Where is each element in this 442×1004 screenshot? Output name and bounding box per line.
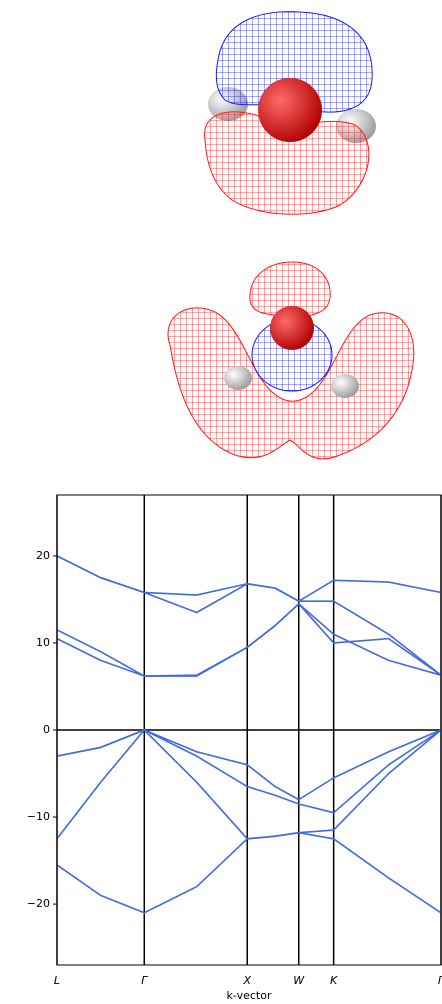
hydrogen-atom [224, 366, 252, 390]
oxygen-atom [258, 78, 322, 142]
y-tick-label: 0 [43, 723, 50, 736]
y-tick-label: 10 [36, 636, 50, 649]
plot-frame [56, 494, 442, 966]
orbital-lobe [215, 11, 373, 113]
band-line [56, 555, 442, 602]
x-tick-label: Γ [141, 974, 148, 987]
band-line [56, 729, 442, 801]
x-tick-label: Γ [438, 974, 442, 987]
y-tick-label: −20 [27, 897, 50, 910]
band-line [56, 603, 442, 677]
band-line [56, 729, 442, 840]
orbital-lobe [167, 307, 415, 460]
band-line [56, 555, 442, 676]
orbital-image-bottom [167, 261, 415, 460]
x-tick-label: W [293, 974, 305, 987]
band-line [56, 603, 442, 677]
y-tick-label: −10 [27, 810, 50, 823]
band-structure-plot: k-vector −20 −10 0 10 20 L Γ X W K Γ [27, 494, 442, 1002]
x-axis-label: k-vector [227, 989, 272, 1002]
orbital-image-top [204, 11, 376, 215]
band-line [56, 831, 442, 914]
oxygen-atom [270, 306, 314, 350]
x-tick-label: K [330, 974, 338, 987]
x-tick-label: X [242, 974, 251, 987]
hydrogen-atom [331, 374, 359, 398]
y-tick-label: 20 [36, 549, 50, 562]
x-tick-label: L [54, 974, 60, 987]
orbital-lobe [204, 111, 370, 215]
